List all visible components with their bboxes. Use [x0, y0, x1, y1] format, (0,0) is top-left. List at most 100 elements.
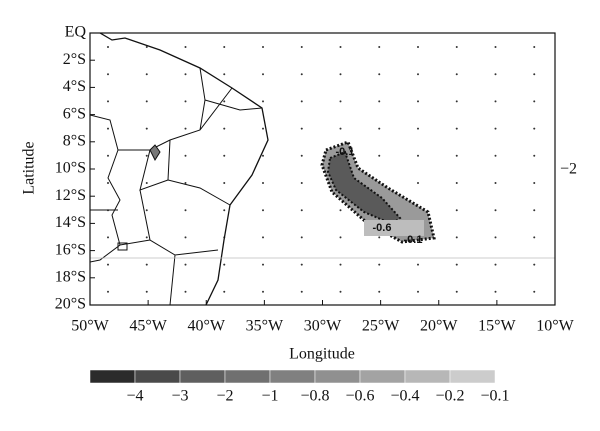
grid-dot	[184, 236, 187, 239]
y-tick-label: 4°S	[63, 78, 86, 95]
grid-dot	[184, 263, 187, 266]
grid-dot	[417, 154, 419, 157]
coastline	[99, 33, 269, 305]
grid-dot	[184, 290, 187, 293]
grid-dot	[417, 290, 419, 293]
colorbar-label: −0.2	[435, 388, 464, 405]
colorbar-box	[359, 369, 406, 384]
grid-dot	[455, 46, 458, 48]
contour-patch	[364, 220, 424, 236]
grid-dot	[300, 290, 303, 293]
y-tick-label: 10°S	[55, 160, 86, 177]
grid-dot	[107, 127, 109, 130]
grid-dot	[378, 154, 381, 157]
grid-dot	[262, 73, 264, 76]
contour-label: -0.1	[336, 146, 355, 158]
colorbar-label: −0.8	[300, 388, 329, 405]
x-tick-label: 15°W	[478, 318, 516, 335]
grid-dot	[533, 73, 536, 76]
colorbar-box	[404, 369, 451, 384]
grid-dot	[184, 46, 187, 48]
y-tick-label: 6°S	[63, 105, 86, 122]
grid-dot	[300, 236, 303, 239]
grid-dot	[145, 46, 148, 48]
grid-dot	[262, 263, 264, 266]
grid-dot	[223, 46, 226, 48]
colorbar-box	[179, 369, 226, 384]
grid-dot	[339, 100, 342, 103]
grid-dot	[494, 236, 497, 239]
y-tick-label: 20°S	[55, 296, 86, 313]
grid-dot	[145, 127, 148, 130]
grid-dot	[262, 46, 264, 48]
grid-dot	[300, 100, 303, 103]
grid-dot	[494, 263, 497, 266]
grid-dot	[300, 154, 303, 157]
y-tick-label: 18°S	[55, 268, 86, 285]
grid-dot	[107, 154, 109, 157]
grid-dot	[107, 100, 109, 103]
y-tick-label: 16°S	[55, 241, 86, 258]
grid-dot	[262, 290, 264, 293]
grid-dot	[533, 236, 536, 239]
state-borders	[90, 67, 263, 305]
grid-dot	[455, 290, 458, 293]
grid-dot	[300, 127, 303, 130]
grid-dot	[494, 73, 497, 76]
colorbar-box	[314, 369, 361, 384]
marker-box	[117, 242, 128, 251]
grid-dot	[378, 236, 381, 239]
grid-dot	[145, 263, 148, 266]
grid-dot	[145, 290, 148, 293]
colorbar-label: −3	[171, 388, 188, 405]
grid-dot	[262, 236, 264, 239]
x-axis-label: Longitude	[289, 346, 355, 363]
grid-dot	[223, 154, 226, 157]
grid-dot	[300, 73, 303, 76]
grid-dot	[494, 154, 497, 157]
y-axis-label: Latitude	[21, 141, 38, 194]
grid-dot	[533, 263, 536, 266]
grid-dot	[494, 290, 497, 293]
y-tick-label: 2°S	[63, 51, 86, 68]
grid-dot	[533, 182, 536, 184]
grid-dot	[378, 127, 381, 130]
grid-dot	[145, 100, 148, 103]
grid-dot	[417, 127, 419, 130]
side-label: −2	[560, 161, 577, 178]
grid-dot	[533, 127, 536, 130]
grid-dot	[145, 236, 148, 239]
grid-dot	[223, 209, 226, 212]
grid-dot	[533, 290, 536, 293]
grid-dot	[145, 209, 148, 212]
grid-dot	[533, 154, 536, 157]
grid-dot	[417, 100, 419, 103]
x-tick-label: 25°W	[362, 318, 400, 335]
grid-dot	[339, 46, 342, 48]
grid-dot	[494, 46, 497, 48]
x-tick-label: 35°W	[246, 318, 284, 335]
grid-dot	[184, 182, 187, 184]
colorbar-label: −1	[261, 388, 278, 405]
grid-dot	[378, 263, 381, 266]
x-tick-label: 30°W	[304, 318, 342, 335]
grid-dot	[494, 182, 497, 184]
grid-dot	[339, 209, 342, 212]
grid-dot	[184, 127, 187, 130]
colorbar-label: −0.1	[480, 388, 509, 405]
grid-dot	[339, 73, 342, 76]
grid-dot	[339, 127, 342, 130]
x-tick-label: 40°W	[188, 318, 226, 335]
grid-dot	[107, 263, 109, 266]
grid-dot	[533, 209, 536, 212]
grid-dot	[339, 236, 342, 239]
grid-dot	[262, 209, 264, 212]
grid-dot	[223, 263, 226, 266]
x-tick-label: 20°W	[420, 318, 458, 335]
grid-dot	[223, 100, 226, 103]
x-tick-label: 45°W	[129, 318, 167, 335]
grid-dot	[107, 73, 109, 76]
grid-dot	[223, 127, 226, 130]
grid-dot	[262, 182, 264, 184]
